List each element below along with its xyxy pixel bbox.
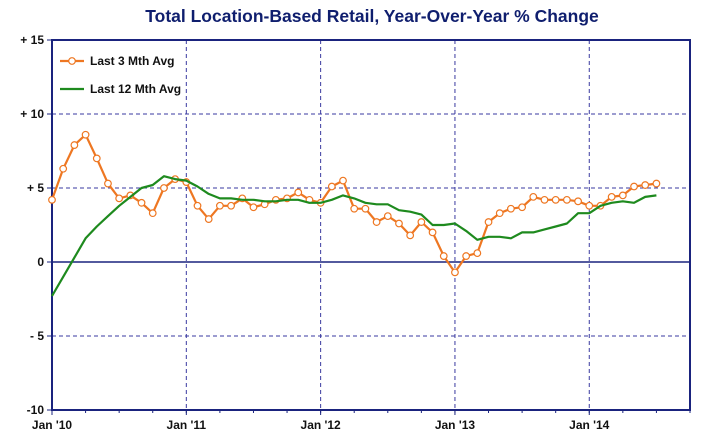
legend-marker: [68, 57, 76, 65]
data-point: [551, 195, 560, 204]
grid: [52, 40, 690, 410]
data-point: [641, 181, 650, 189]
data-point: [193, 201, 202, 210]
x-tick-label: Jan '12: [301, 418, 342, 432]
data-point: [81, 130, 90, 139]
data-point: [574, 197, 582, 206]
y-tick-label: 0: [37, 255, 44, 269]
legend: Last 3 Mth Avg Last 12 Mth Avg: [60, 54, 181, 96]
data-point: [428, 228, 437, 237]
data-point: [630, 182, 638, 191]
x-tick-label: Jan '10: [32, 418, 73, 432]
data-point: [361, 204, 370, 213]
data-point: [59, 164, 68, 173]
data-point: [249, 203, 258, 212]
y-tick-label: + 15: [20, 33, 44, 47]
data-point: [104, 179, 112, 188]
data-point: [473, 249, 482, 258]
data-point: [652, 179, 661, 188]
plot-frame: [51, 39, 691, 411]
x-tick-label: Jan '11: [167, 418, 207, 432]
data-point: [507, 204, 515, 213]
data-point: [70, 141, 79, 149]
data-point: [160, 184, 168, 192]
data-point: [383, 212, 392, 221]
data-point: [204, 215, 213, 223]
data-point: [115, 194, 124, 203]
x-tick-label: Jan '14: [569, 418, 610, 432]
y-tick-label: - 5: [30, 329, 44, 343]
data-point: [350, 204, 359, 213]
data-point: [406, 231, 415, 240]
y-tick-label: + 10: [20, 107, 44, 121]
data-point: [607, 192, 616, 201]
data-point: [327, 182, 336, 191]
legend-label: Last 12 Mth Avg: [90, 82, 181, 96]
data-point: [439, 252, 448, 260]
data-point: [148, 209, 157, 218]
data-point: [339, 176, 347, 185]
data-point: [585, 201, 594, 210]
data-point: [137, 198, 146, 207]
data-point: [529, 192, 538, 201]
data-point: [484, 218, 493, 226]
data-point: [395, 219, 403, 228]
data-point: [462, 252, 471, 260]
y-tick-label: -10: [27, 403, 45, 417]
data-point: [92, 154, 101, 163]
series-line: [51, 175, 657, 297]
data-point: [495, 209, 504, 218]
data-point: [540, 195, 549, 204]
data-point: [48, 195, 56, 204]
x-tick-label: Jan '13: [435, 418, 476, 432]
legend-label: Last 3 Mth Avg: [90, 54, 174, 68]
data-point: [215, 201, 224, 210]
data-point: [518, 203, 527, 212]
data-point: [451, 268, 459, 277]
data-point: [372, 218, 381, 226]
data-point: [562, 195, 571, 204]
series-layer: [48, 130, 661, 297]
data-point: [618, 191, 627, 200]
chart-title: Total Location-Based Retail, Year-Over-Y…: [145, 6, 599, 26]
data-point: [417, 218, 426, 226]
data-point: [227, 201, 235, 210]
y-tick-label: + 5: [27, 181, 44, 195]
data-point: [294, 188, 303, 197]
